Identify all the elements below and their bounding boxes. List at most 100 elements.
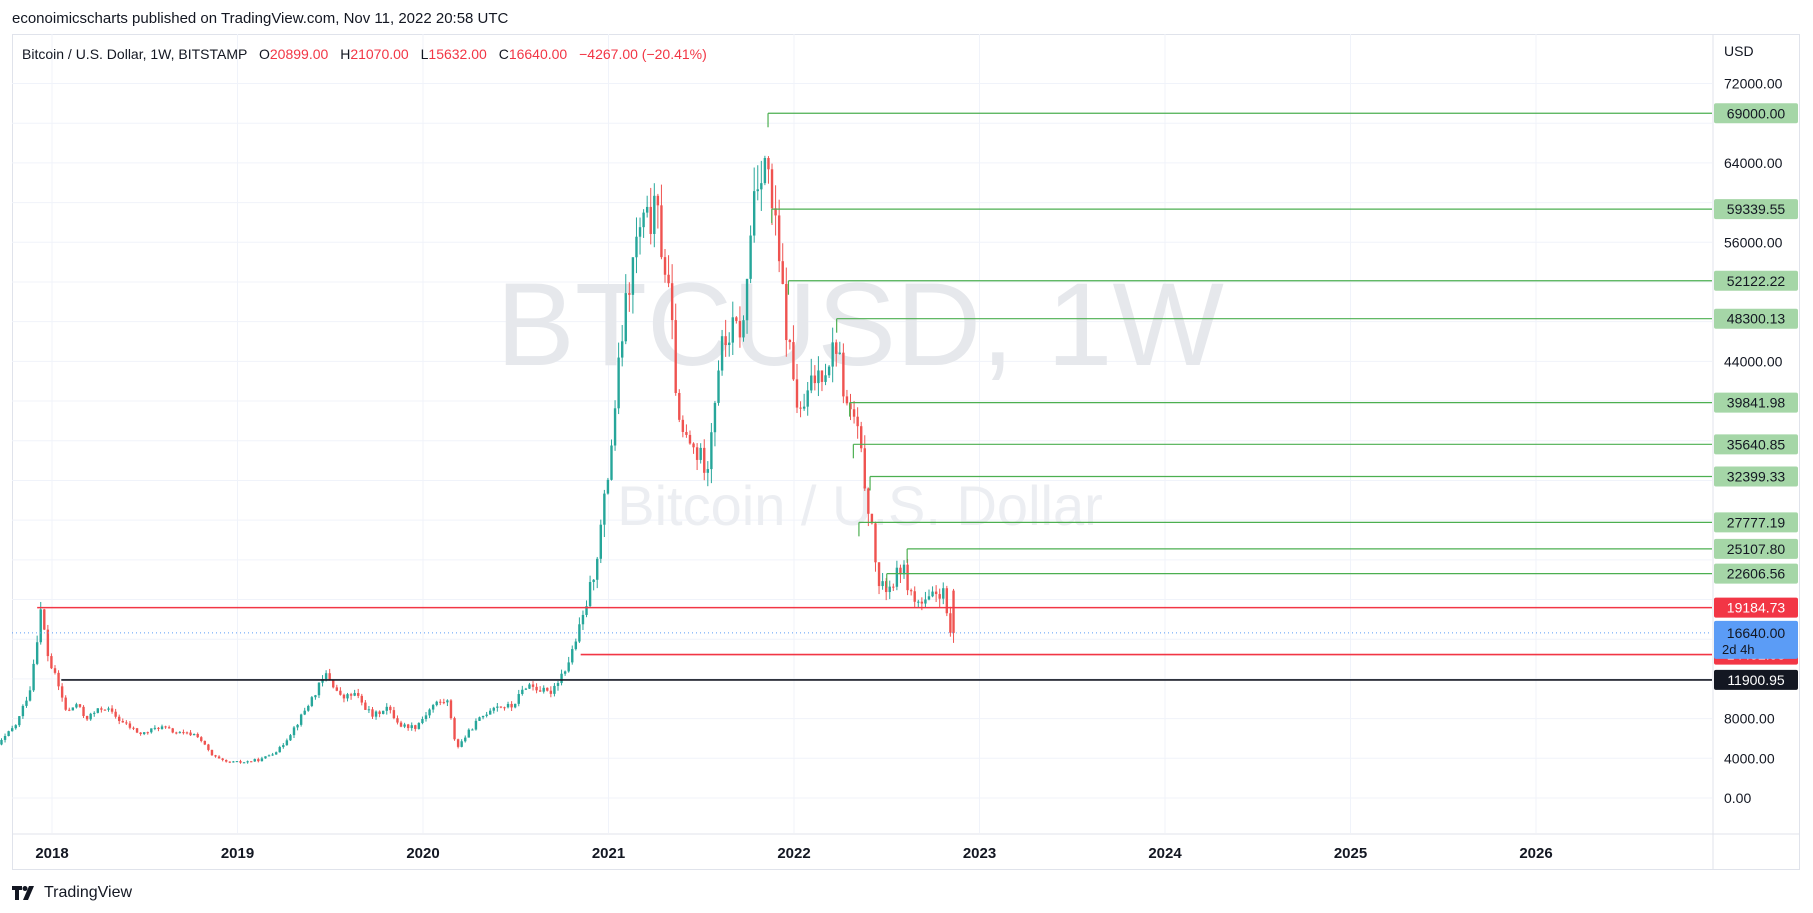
- candle-body: [670, 283, 674, 321]
- candle-body: [717, 370, 720, 403]
- candle: [578, 617, 581, 644]
- candle: [64, 695, 67, 711]
- candle-body: [724, 336, 727, 346]
- candle-body: [157, 727, 160, 729]
- candle: [492, 706, 495, 714]
- candle-body: [3, 736, 7, 740]
- candle: [521, 685, 524, 696]
- candle: [7, 730, 10, 737]
- candle: [795, 363, 799, 414]
- candle-body: [7, 731, 10, 737]
- candle: [835, 339, 838, 367]
- price-axis-tick: 44000.00: [1724, 353, 1783, 369]
- candle: [403, 722, 406, 729]
- candle: [485, 711, 488, 718]
- candle-body: [770, 169, 774, 209]
- symbol-label[interactable]: Bitcoin / U.S. Dollar, 1W, BITSTAMP: [22, 46, 248, 62]
- candle: [692, 442, 695, 454]
- candle-body: [503, 707, 506, 709]
- candle: [135, 727, 139, 734]
- candle-body: [467, 729, 471, 738]
- candle: [917, 599, 920, 608]
- candle: [599, 519, 602, 564]
- candle-body: [827, 366, 831, 376]
- candle: [489, 708, 492, 715]
- change-value: −4267.00 (−20.41%): [579, 46, 707, 62]
- candle-body: [774, 208, 777, 216]
- candle: [781, 243, 784, 285]
- candle: [96, 708, 100, 714]
- candle: [774, 185, 777, 236]
- candle-body: [150, 728, 153, 733]
- candle: [563, 670, 567, 676]
- candle-body: [902, 564, 906, 575]
- tradingview-logo-icon: [12, 886, 34, 900]
- open-value: 20899.00: [269, 46, 329, 62]
- candle: [524, 687, 528, 691]
- candle: [82, 705, 85, 719]
- candle-body: [228, 761, 231, 763]
- candle-body: [949, 613, 952, 633]
- candle: [538, 686, 542, 692]
- candle: [731, 301, 734, 356]
- price-axis-tick: 56000.00: [1724, 234, 1783, 250]
- candle-body: [838, 352, 842, 354]
- candle: [157, 727, 160, 732]
- candle: [745, 278, 749, 334]
- candle: [410, 722, 413, 731]
- candle: [777, 199, 781, 273]
- candle: [838, 341, 842, 355]
- candles-layer: [0, 155, 955, 764]
- candle-body: [399, 722, 403, 727]
- candle: [435, 700, 438, 707]
- candle: [881, 572, 884, 590]
- candle: [71, 707, 75, 711]
- high-value: 21070.00: [350, 46, 409, 62]
- candle-body: [496, 706, 499, 708]
- candle-body: [321, 679, 324, 683]
- candle: [182, 729, 185, 735]
- candle: [207, 743, 210, 752]
- candle-body: [660, 205, 663, 258]
- level-label-box: [1714, 308, 1798, 329]
- candle-body: [678, 392, 681, 420]
- candle: [25, 696, 28, 708]
- candle: [724, 319, 727, 357]
- candle-body: [492, 707, 495, 711]
- candle: [496, 702, 499, 712]
- candle-body: [349, 694, 353, 696]
- candle-body: [524, 688, 528, 690]
- candle: [717, 360, 720, 406]
- candle-body: [538, 690, 542, 692]
- candle: [175, 731, 178, 735]
- candle-body: [175, 732, 178, 734]
- candle: [439, 699, 442, 706]
- candle: [360, 693, 363, 706]
- tradingview-brand: TradingView: [44, 884, 133, 901]
- level-label: 48300.13: [1714, 308, 1798, 329]
- candle-body: [385, 706, 388, 711]
- candle-body: [453, 718, 456, 740]
- candle-body: [28, 690, 32, 701]
- candle: [863, 435, 866, 492]
- candle: [392, 706, 396, 720]
- candle-body: [307, 705, 310, 711]
- candle: [14, 724, 17, 730]
- candle-body: [71, 707, 75, 711]
- candle: [752, 167, 756, 243]
- candle: [628, 282, 631, 312]
- candle: [606, 477, 610, 495]
- candle-body: [628, 293, 631, 295]
- candle: [349, 692, 353, 700]
- candle-body: [357, 693, 360, 696]
- tradingview-footer[interactable]: TradingView: [12, 882, 132, 904]
- candle-body: [799, 407, 802, 409]
- candle: [713, 400, 717, 447]
- candle: [378, 710, 381, 718]
- candle-body: [942, 588, 945, 599]
- level-label-text: 52122.22: [1727, 273, 1786, 289]
- candle: [271, 752, 274, 756]
- candle: [942, 582, 945, 605]
- candle-body: [745, 278, 749, 321]
